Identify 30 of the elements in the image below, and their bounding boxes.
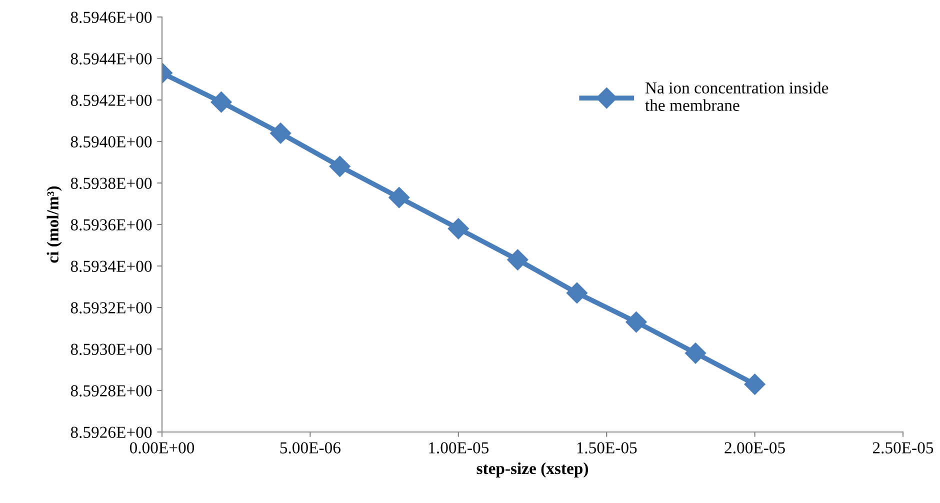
- point: [685, 342, 706, 364]
- x-tick-label: 0.00E+00: [130, 442, 194, 454]
- point: [270, 122, 292, 144]
- y-tick-label: 8.5928E+00: [70, 385, 152, 397]
- x-tick-label: 2.00E-05: [724, 442, 785, 454]
- point: [210, 92, 232, 113]
- point: [744, 374, 766, 395]
- point: [388, 187, 410, 208]
- y-tick-label: 8.5932E+00: [70, 302, 152, 314]
- y-tick-label: 8.5930E+00: [70, 344, 152, 356]
- point: [626, 312, 647, 333]
- x-tick-label: 1.00E-05: [429, 442, 489, 454]
- y-tick-label: 8.5936E+00: [70, 219, 152, 231]
- y-tick-label: 8.5934E+00: [70, 260, 152, 272]
- point: [329, 156, 350, 177]
- y-axis-title: ci (mol/m³): [46, 186, 62, 263]
- y-tick-label: 8.5946E+00: [70, 12, 152, 24]
- x-tick-label: 1.50E-05: [577, 442, 637, 454]
- y-tick-label: 8.5944E+00: [70, 53, 152, 65]
- point: [566, 282, 588, 304]
- point: [448, 218, 469, 240]
- x-tick-label: 5.00E-06: [280, 442, 340, 454]
- y-tick-label: 8.5938E+00: [70, 178, 152, 190]
- y-tick-label: 8.5940E+00: [70, 136, 152, 148]
- point: [507, 249, 528, 270]
- y-tick-label: 8.5942E+00: [70, 94, 152, 106]
- y-tick-label: 8.5926E+00: [70, 426, 152, 438]
- legend-label: Na ion concentration inside the membrane: [645, 82, 828, 111]
- x-tick-label: 2.50E-05: [872, 442, 934, 454]
- x-axis-title: step-size (xstep): [476, 462, 588, 478]
